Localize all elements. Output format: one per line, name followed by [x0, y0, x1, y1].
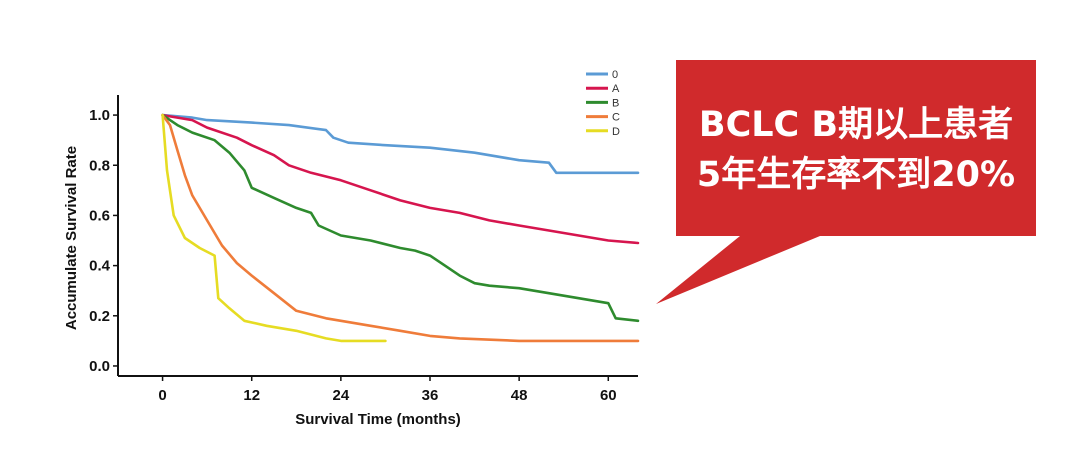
x-tick-label: 0 — [158, 387, 166, 404]
series-line-3 — [161, 113, 640, 323]
callout-text: BCLC B期以上患者 5年生存率不到20% — [676, 100, 1036, 200]
axes-layer — [117, 95, 638, 377]
x-tick-label: 36 — [422, 387, 439, 404]
callout-line-2: 5年生存率不到20% — [696, 155, 1016, 195]
x-axis-title: Survival Time (months) — [295, 411, 461, 428]
x-tick-label: 24 — [333, 387, 350, 404]
y-axis-title: Accumulate Survival Rate — [63, 146, 80, 330]
ticks-layer: 0 12 24 36 48 60 0.0 0.2 0.4 0.6 0.8 1.0 — [89, 107, 616, 404]
legend-label: B — [612, 97, 619, 109]
y-tick-label: 0.2 — [89, 308, 110, 325]
series-line-5 — [161, 113, 387, 343]
y-tick-label: 0.0 — [89, 358, 110, 375]
series-line-1 — [161, 113, 640, 175]
legend-label: A — [612, 83, 620, 95]
y-tick-label: 0.6 — [89, 207, 110, 224]
y-tick-label: 1.0 — [89, 107, 110, 124]
callout-line-1: BCLC B期以上患者 — [698, 105, 1014, 145]
series-layer — [161, 113, 640, 343]
series-line-4 — [161, 113, 640, 343]
y-tick-label: 0.8 — [89, 157, 110, 174]
series-line-2 — [161, 113, 640, 245]
x-tick-label: 60 — [600, 387, 617, 404]
y-tick-label: 0.4 — [89, 258, 111, 275]
x-tick-label: 12 — [243, 387, 260, 404]
legend-label: 0 — [612, 69, 618, 81]
x-tick-label: 48 — [511, 387, 528, 404]
legend-label: D — [612, 126, 620, 138]
callout-bubble — [656, 60, 1036, 304]
legend-label: C — [612, 112, 620, 124]
